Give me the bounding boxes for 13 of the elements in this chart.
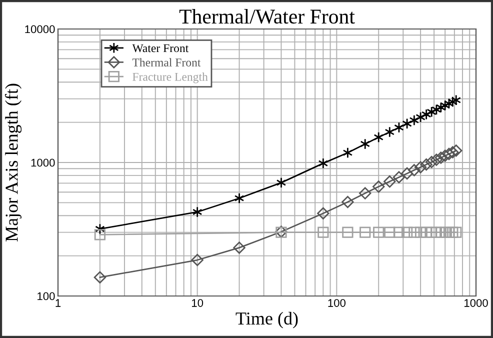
- legend-label: Water Front: [132, 44, 189, 52]
- y-axis-title: Major Axis length (ft): [4, 84, 22, 242]
- y-tick-label: 10000: [25, 25, 55, 34]
- y-tick-label: 1000: [31, 158, 55, 167]
- x-tick-label: 10: [192, 299, 204, 307]
- x-tick-label: 1: [56, 299, 61, 307]
- x-tick-label: 1000: [464, 299, 488, 307]
- x-tick-label: 100: [328, 299, 346, 307]
- legend-label: Fracture Length: [132, 72, 208, 84]
- legend-label: Thermal Front: [132, 58, 201, 66]
- y-tick-label: 100: [38, 292, 55, 300]
- x-axis-title: Time (d): [236, 312, 298, 328]
- chart-title: Thermal/Water Front: [179, 8, 355, 24]
